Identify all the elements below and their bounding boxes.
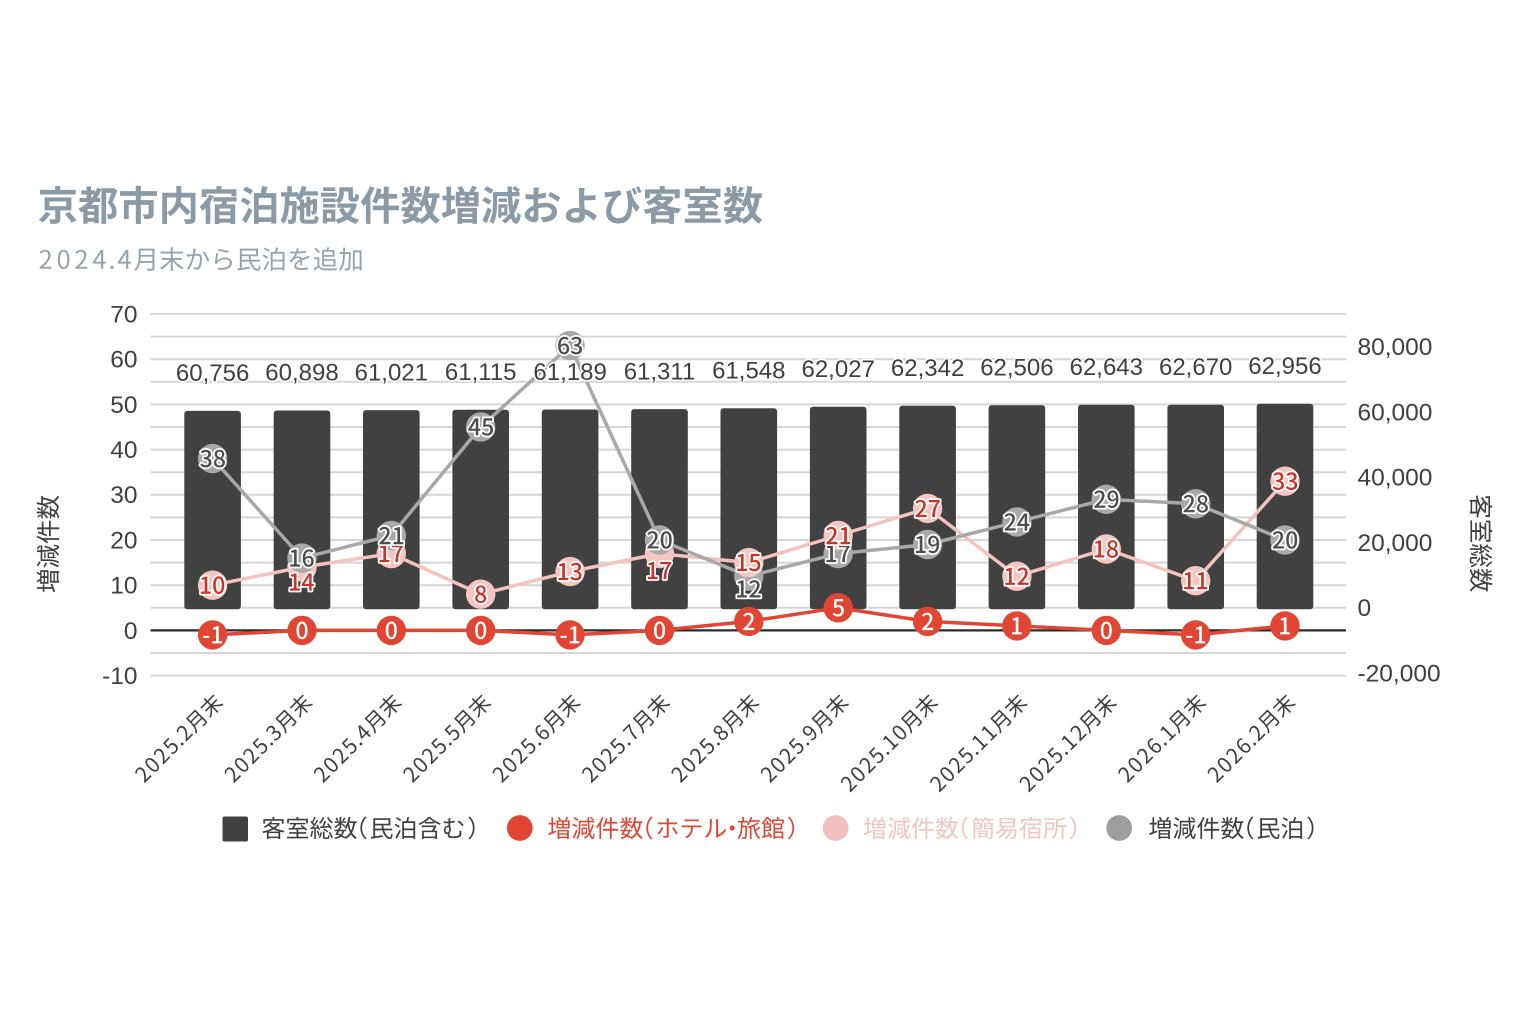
svg-text:50: 50 [110, 392, 137, 419]
svg-text:40: 40 [110, 437, 137, 464]
svg-text:70: 70 [110, 301, 137, 328]
svg-text:40,000: 40,000 [1358, 465, 1433, 492]
svg-text:0: 0 [1358, 595, 1372, 622]
svg-text:62,643: 62,643 [1070, 354, 1143, 381]
svg-text:60,756: 60,756 [176, 360, 249, 387]
svg-text:10: 10 [110, 573, 137, 600]
svg-text:60,000: 60,000 [1358, 399, 1433, 426]
svg-text:20: 20 [110, 527, 137, 554]
svg-text:62,027: 62,027 [801, 356, 874, 383]
svg-text:61,115: 61,115 [445, 359, 517, 386]
svg-text:60,898: 60,898 [265, 360, 338, 387]
svg-text:20,000: 20,000 [1358, 530, 1433, 557]
svg-text:30: 30 [110, 482, 137, 509]
svg-text:80,000: 80,000 [1358, 334, 1433, 361]
svg-text:-20,000: -20,000 [1358, 660, 1441, 687]
svg-text:62,956: 62,956 [1248, 353, 1321, 380]
svg-text:62,670: 62,670 [1159, 354, 1232, 381]
svg-text:62,342: 62,342 [891, 355, 964, 382]
svg-text:0: 0 [124, 618, 138, 645]
svg-text:60: 60 [110, 347, 137, 374]
svg-text:62,506: 62,506 [980, 355, 1053, 382]
svg-text:61,021: 61,021 [355, 359, 428, 386]
svg-text:61,189: 61,189 [533, 359, 606, 386]
svg-text:-10: -10 [102, 663, 137, 690]
svg-text:61,311: 61,311 [624, 358, 696, 385]
svg-text:61,548: 61,548 [712, 358, 785, 385]
